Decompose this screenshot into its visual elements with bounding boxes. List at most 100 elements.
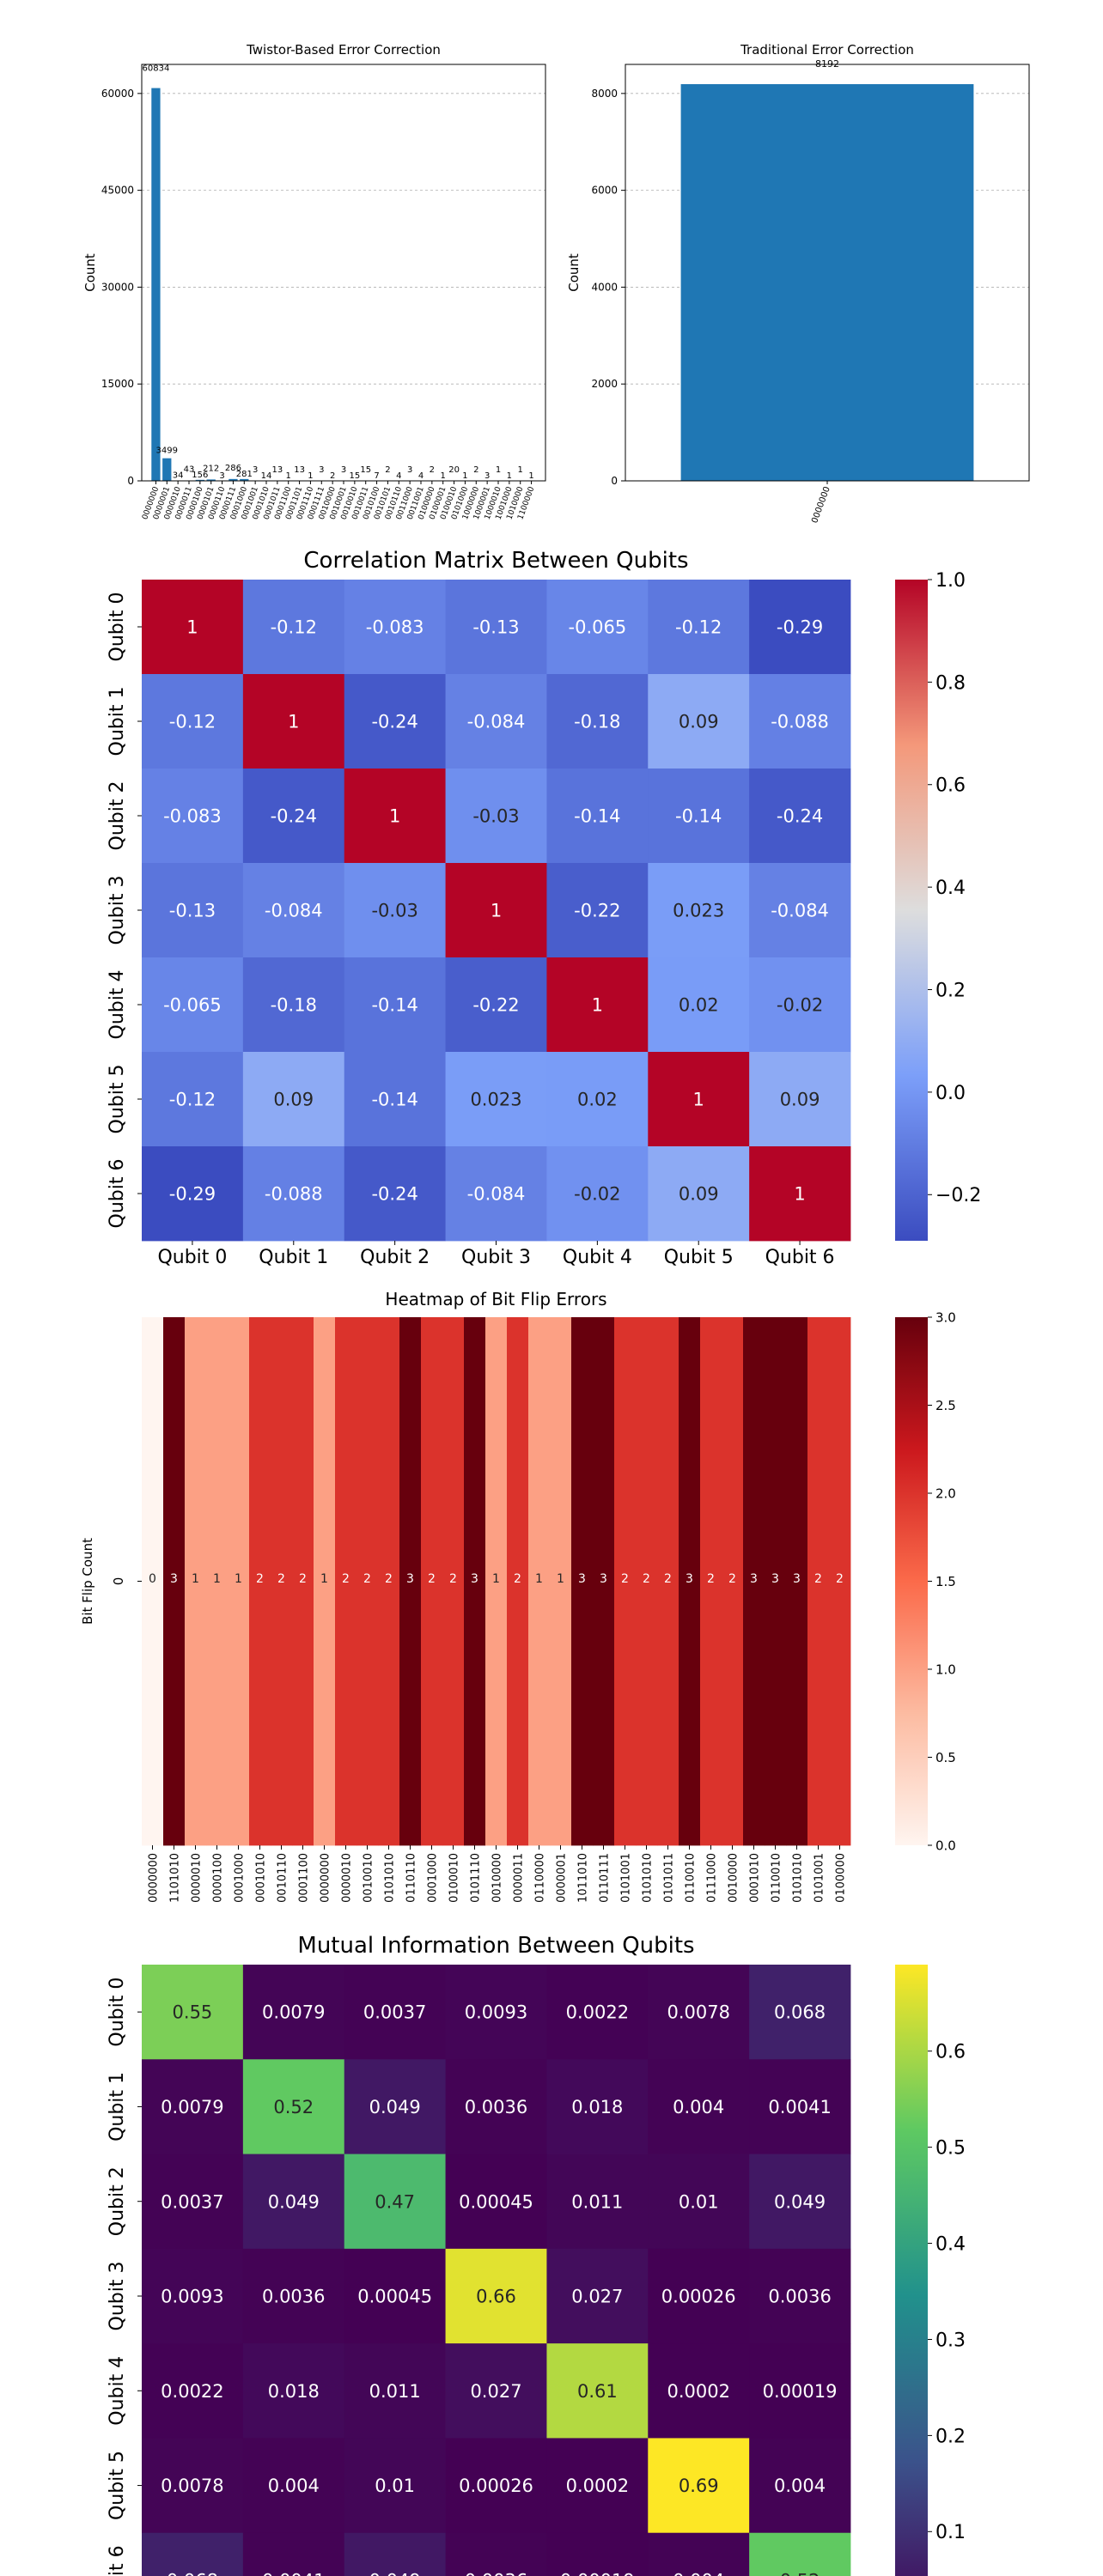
heatmap-cell	[786, 1317, 808, 1846]
heatmap-cell	[242, 957, 345, 1053]
heatmap-cell	[142, 2532, 244, 2576]
bar-value-label: 3	[341, 465, 346, 475]
cell-value-label: -0.03	[472, 806, 519, 827]
cell-value-label: 0.004	[673, 2570, 724, 2576]
chart-title: Correlation Matrix Between Qubits	[303, 548, 688, 574]
cell-value-label: 2	[277, 1572, 285, 1586]
bar-value-label: 3	[219, 471, 224, 481]
heatmap-cell	[445, 2248, 547, 2344]
cell-value-label: -0.084	[771, 901, 829, 921]
heatmap-cell	[242, 2154, 345, 2250]
cell-value-label: 0.69	[679, 2476, 719, 2496]
cell-value-label: 0.0036	[768, 2287, 831, 2307]
bar-value-label: 1	[507, 471, 512, 481]
heatmap-cell	[344, 769, 446, 864]
column-label: 0101110	[470, 1853, 483, 1903]
cell-value-label: 0.018	[268, 2381, 320, 2402]
column-label: 0000011	[513, 1853, 526, 1903]
bar	[229, 478, 238, 481]
column-label: Qubit 5	[664, 1247, 734, 1268]
cell-value-label: 2	[363, 1572, 371, 1586]
cell-value-label: 0.00019	[560, 2570, 635, 2576]
colorbar-tick-label: 0.0	[935, 1083, 966, 1104]
heatmap-cell	[242, 863, 345, 958]
row-label: Qubit 2	[107, 2166, 128, 2236]
cell-value-label: 0.0041	[768, 2097, 831, 2117]
bar-value-label: 1	[308, 471, 313, 481]
column-label: 0100000	[835, 1853, 848, 1903]
heatmap-cell	[344, 1052, 446, 1147]
cell-value-label: 0.018	[571, 2097, 623, 2117]
column-label: 0000001	[556, 1853, 569, 1903]
x-tick-label: 0000000	[810, 485, 832, 525]
bar-value-label: 1	[518, 465, 523, 475]
cell-value-label: 0.00026	[459, 2476, 533, 2496]
column-label: 0110000	[534, 1853, 547, 1903]
heatmap-cell	[242, 2532, 345, 2576]
cell-value-label: 2	[385, 1572, 393, 1586]
cell-value-label: 0.02	[577, 1090, 618, 1110]
heatmap-cell	[507, 1317, 529, 1846]
heatmap-cell	[546, 674, 649, 769]
chart-title: Twistor-Based Error Correction	[246, 42, 441, 58]
cell-value-label: 2	[428, 1572, 436, 1586]
cell-value-label: 3	[793, 1572, 801, 1586]
cell-value-label: 1	[192, 1572, 199, 1586]
cell-value-label: 0.01	[679, 2191, 719, 2212]
cell-value-label: -0.065	[163, 995, 222, 1016]
colorbar-tick-label: 0.5	[935, 1750, 956, 1765]
column-label: 0110010	[685, 1853, 698, 1903]
cell-value-label: 0.09	[679, 712, 719, 732]
bar-value-label: 1	[462, 471, 467, 481]
colorbar-tick-label: 2.5	[935, 1398, 956, 1413]
bar-value-label: 3	[484, 471, 490, 481]
cell-value-label: -0.12	[169, 712, 216, 732]
column-label: Qubit 1	[259, 1247, 328, 1268]
cell-value-label: -0.084	[467, 1184, 526, 1205]
heatmap-cell	[344, 2248, 446, 2344]
heatmap-cell	[749, 2154, 851, 2250]
row-label: Qubit 1	[107, 687, 128, 756]
colorbar-tick-label: 1.5	[935, 1574, 956, 1589]
heatmap-cell	[648, 863, 750, 958]
bar-value-label: 286	[225, 464, 241, 473]
column-label: 0001010	[255, 1853, 268, 1903]
bar	[151, 88, 161, 482]
bar-value-label: 2	[473, 465, 478, 475]
column-label: 0101010	[384, 1853, 397, 1903]
cell-value-label: 0.47	[375, 2191, 415, 2212]
heatmap-cell	[344, 863, 446, 958]
colorbar-tick-label: 0.6	[935, 2042, 966, 2063]
column-label: 0001010	[749, 1853, 762, 1903]
heatmap-cell	[546, 769, 649, 864]
cell-value-label: 1	[213, 1572, 221, 1586]
cell-value-label: 2	[449, 1572, 457, 1586]
column-label: Qubit 0	[157, 1247, 227, 1268]
traditional-bar-chart: Traditional Error Correction 0 2000 4000 600…	[566, 42, 1030, 525]
heatmap-cell	[242, 769, 345, 864]
cell-value-label: 1	[535, 1572, 543, 1586]
colorbar-tick-label: 0.4	[935, 2233, 966, 2255]
cell-value-label: 0.027	[571, 2287, 623, 2307]
heatmap-cell	[657, 1317, 679, 1846]
chart-title: Traditional Error Correction	[740, 42, 914, 58]
mutual-information-heatmap: Mutual Information Between Qubits 0.55 0.0…	[107, 1933, 966, 2576]
column-label: 0110110	[405, 1853, 418, 1903]
heatmap-cell	[344, 1146, 446, 1242]
cell-value-label: -0.13	[472, 617, 519, 638]
cell-value-label: 0.004	[268, 2476, 320, 2496]
heatmap-cell	[142, 1317, 164, 1846]
heatmap-cell	[546, 2532, 649, 2576]
heatmap-cell	[242, 2059, 345, 2154]
heatmap-cell	[546, 2154, 649, 2250]
colorbar-tick-label: 0.4	[935, 878, 966, 899]
cell-value-label: 1	[492, 1572, 500, 1586]
heatmap-cell	[445, 2438, 547, 2534]
heatmap-cell	[185, 1317, 207, 1846]
cell-value-label: 3	[771, 1572, 779, 1586]
cell-value-label: 0.049	[369, 2097, 421, 2117]
bar-value-label: 2	[385, 465, 390, 475]
heatmap-cell	[335, 1317, 357, 1846]
heatmap-cell	[749, 769, 851, 864]
